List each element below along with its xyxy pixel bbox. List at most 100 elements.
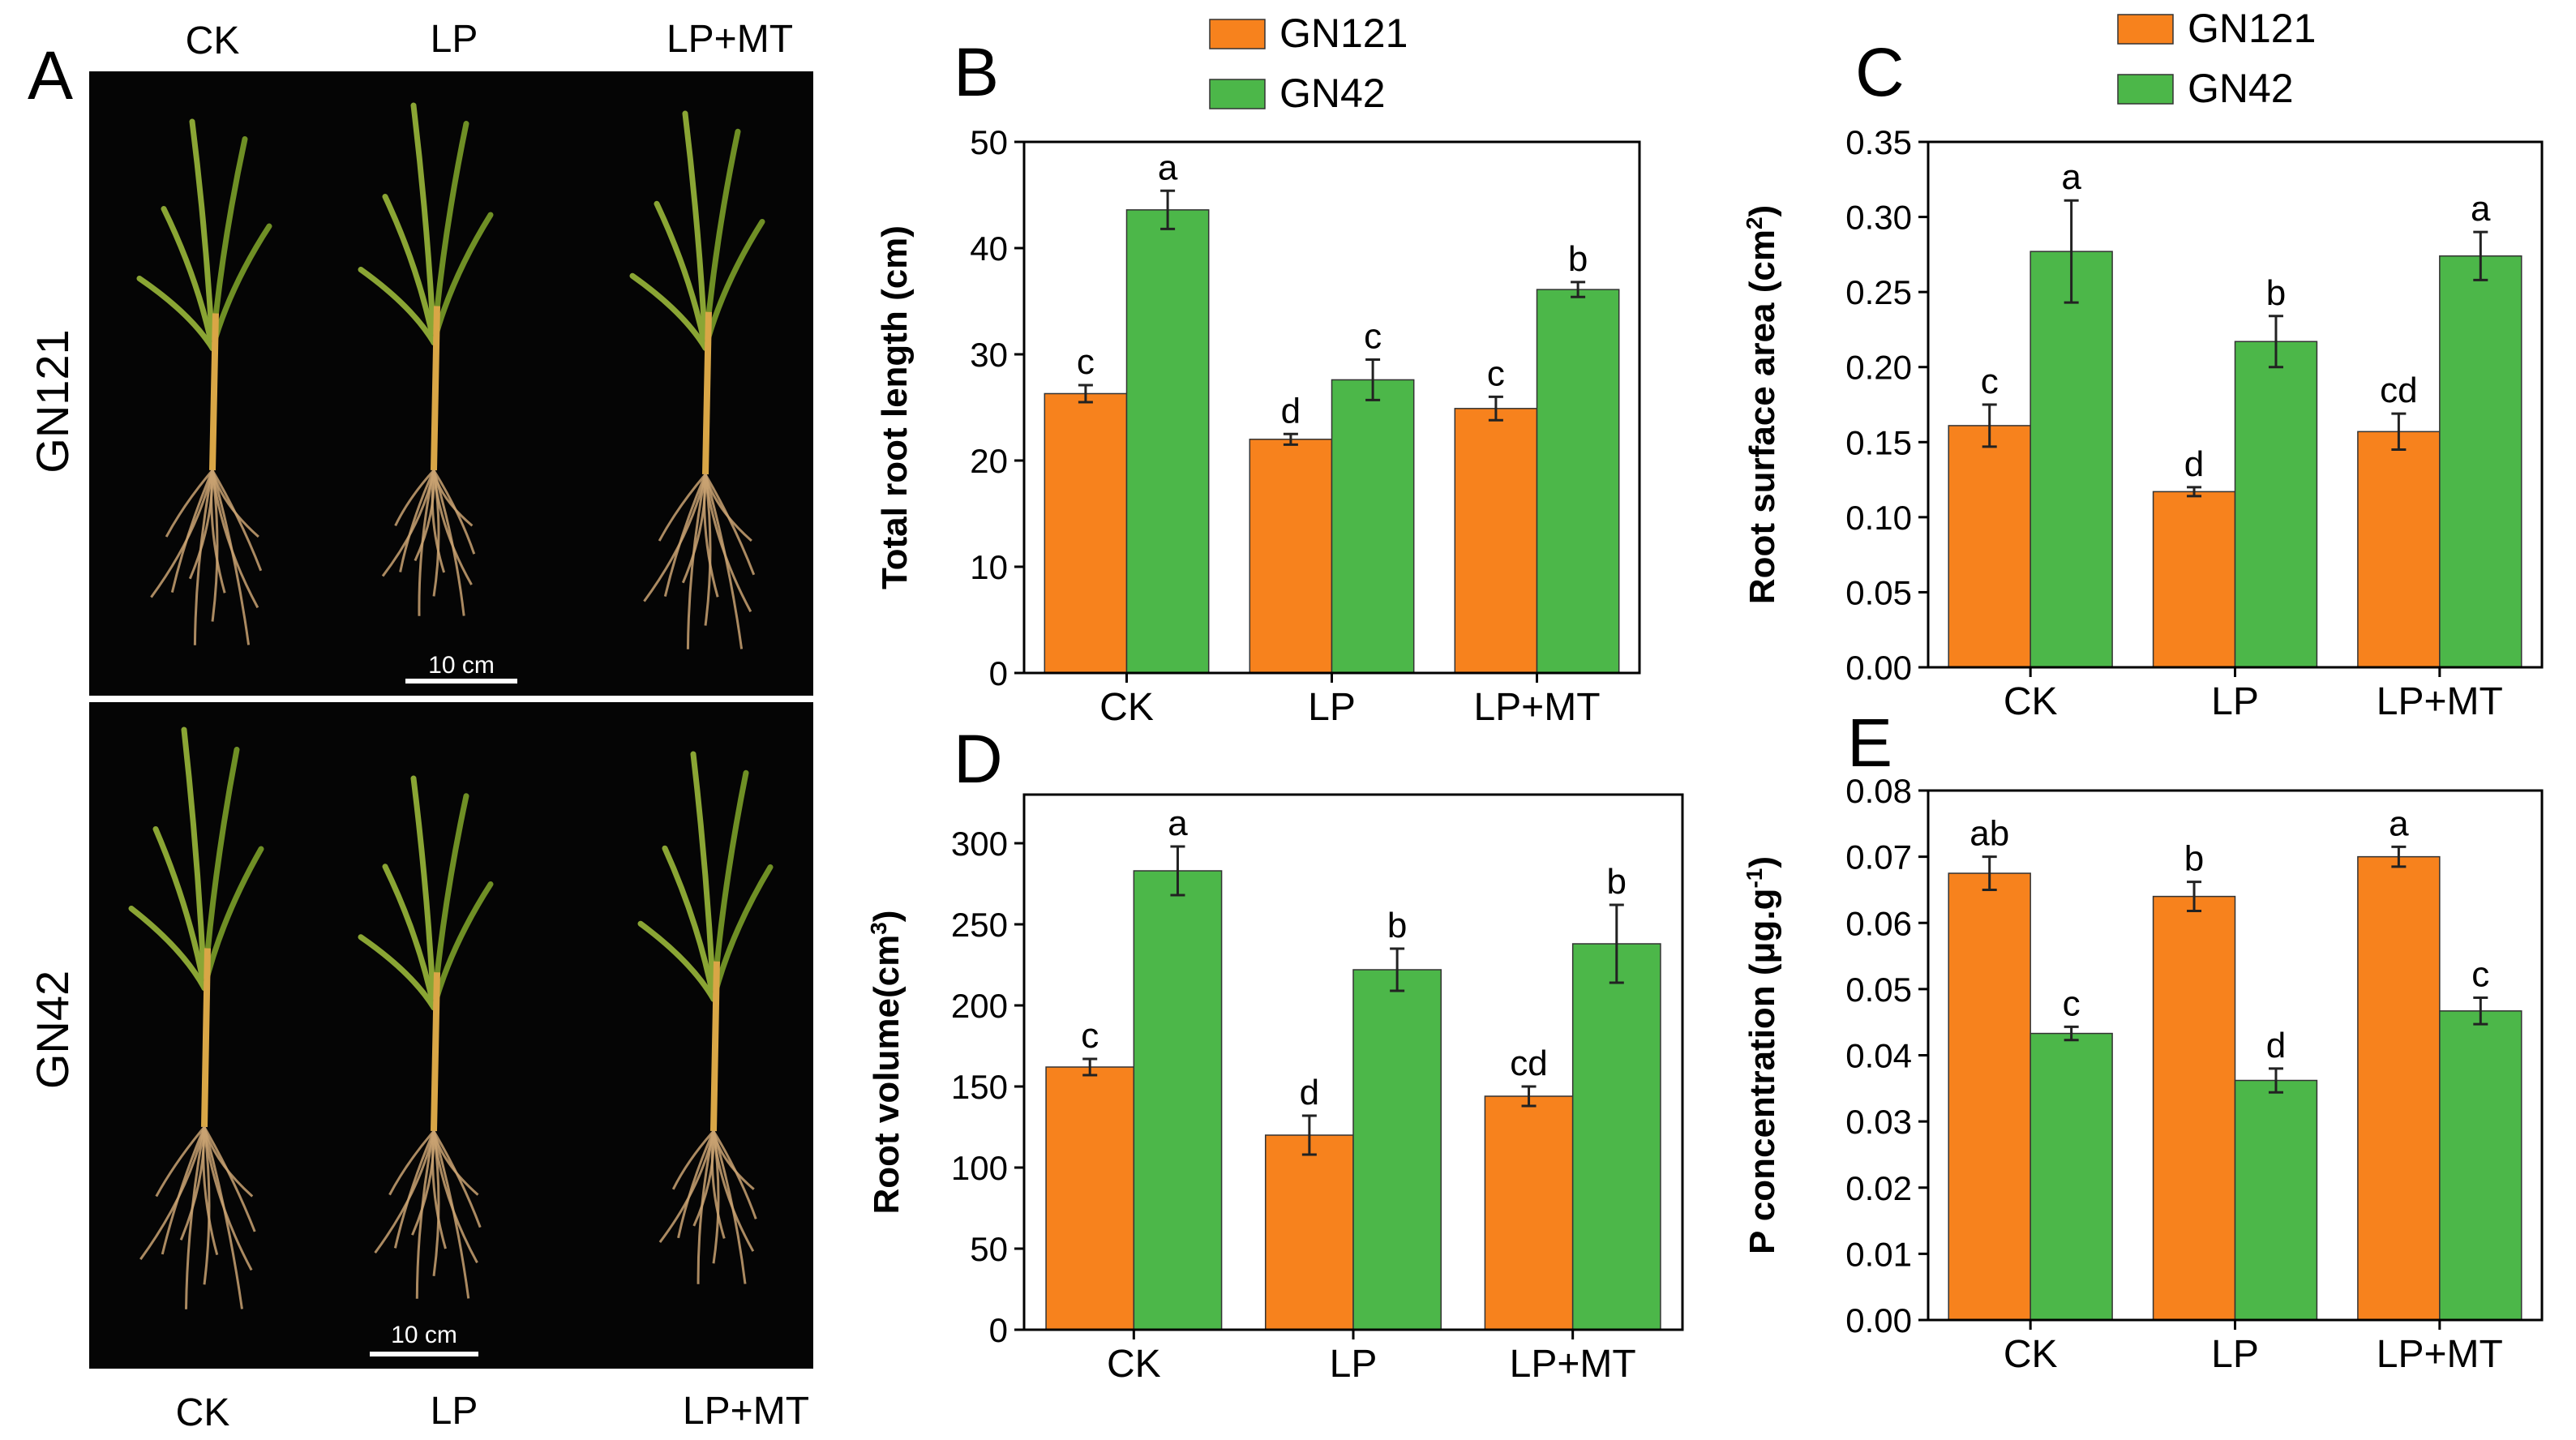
y-axis-label-part: ) — [1742, 205, 1782, 217]
y-axis-label-part: Root volume(cm — [867, 935, 907, 1215]
y-tick-label: 0.10 — [1845, 499, 1912, 537]
y-tick-label: 0.04 — [1845, 1037, 1912, 1075]
y-tick-label: 0.25 — [1845, 273, 1912, 311]
seedling-5 — [358, 775, 494, 1299]
leaf — [682, 110, 709, 351]
seedling-1 — [136, 118, 272, 645]
leaf — [358, 267, 437, 345]
x-category-label: LP+MT — [2377, 680, 2503, 723]
panel-letter: C — [1855, 34, 1905, 110]
y-tick-label: 0.30 — [1845, 199, 1912, 237]
seedlings-gn121 — [136, 102, 765, 649]
leaf — [410, 102, 437, 345]
bar-gn121-lp — [2152, 491, 2236, 668]
root — [712, 1130, 755, 1252]
seedling-4 — [128, 726, 264, 1309]
root — [161, 1126, 206, 1255]
y-tick-label: 0.06 — [1845, 904, 1912, 942]
significance-letter: b — [1568, 239, 1588, 279]
root — [203, 1126, 256, 1232]
root — [185, 1126, 206, 1309]
bar-gn121-ck — [1045, 1066, 1135, 1331]
y-tick-label: 10 — [970, 548, 1008, 586]
stem — [431, 972, 440, 1132]
bar-gn121-lp — [1264, 1134, 1354, 1331]
root — [704, 474, 752, 542]
root — [671, 1130, 715, 1190]
bar-gn42-lp-mt — [1536, 289, 1620, 674]
x-category-label: LP+MT — [2377, 1333, 2503, 1376]
significance-letter: a — [1168, 804, 1188, 843]
root — [399, 469, 435, 572]
significance-letter: cd — [2380, 371, 2417, 410]
y-tick-label: 0.20 — [1845, 349, 1912, 387]
bar-gn121-lp-mt — [1454, 408, 1538, 674]
bar-gn42-lp-mt — [1571, 943, 1661, 1331]
leaf — [181, 726, 208, 991]
leaf — [637, 920, 717, 1002]
significance-letter: d — [1281, 391, 1301, 431]
stem — [431, 306, 440, 471]
top-label-lp: LP — [431, 18, 478, 61]
root — [431, 1130, 447, 1249]
significance-letter: c — [2471, 954, 2489, 994]
x-category-label: LP — [1308, 686, 1356, 729]
seedlings-gn42 — [128, 726, 774, 1309]
root — [432, 469, 473, 585]
y-axis-label-part: -1 — [1742, 868, 1767, 889]
y-tick-label: 30 — [970, 336, 1008, 374]
legend-label-gn121: GN121 — [1279, 11, 1408, 56]
y-axis-label: Root surface area (cm2) — [1742, 205, 1783, 604]
y-axis-label-part: ) — [1742, 856, 1782, 868]
root — [432, 469, 474, 527]
x-category-label: LP — [2211, 680, 2259, 723]
root — [388, 1130, 435, 1196]
legend-label-gn121: GN121 — [2188, 6, 2316, 51]
row-label-gn42: GN42 — [27, 971, 78, 1089]
scale-bar-bottom-label: 10 cm — [391, 1322, 457, 1348]
significance-letter: c — [1077, 342, 1095, 382]
y-axis-label-part: Total root length (cm) — [875, 225, 915, 589]
stem — [702, 311, 712, 475]
y-tick-label: 50 — [970, 123, 1008, 161]
root — [203, 1126, 253, 1271]
y-tick-label: 250 — [951, 906, 1008, 944]
root — [704, 474, 752, 613]
significance-letter: a — [2471, 189, 2491, 229]
y-tick-label: 0 — [989, 654, 1008, 692]
significance-letter: ab — [1970, 814, 2009, 854]
seedling-3 — [629, 110, 765, 649]
y-axis-label-part: Root surface area (cm — [1742, 229, 1782, 604]
y-tick-label: 0.00 — [1845, 1301, 1912, 1339]
root — [210, 469, 226, 594]
root — [203, 1126, 254, 1198]
chart-b: Bc d c a c b 0 10 20 30 40 50 CK LP LP+MT Total root le… — [875, 11, 1641, 729]
panel-a-letter: A — [28, 37, 73, 114]
root — [202, 1126, 219, 1256]
legend-label-gn42: GN42 — [2188, 66, 2294, 111]
leaf — [189, 118, 216, 351]
root — [203, 1126, 243, 1309]
significance-letter: d — [1300, 1073, 1319, 1112]
x-category-label: LP+MT — [1510, 1343, 1636, 1386]
bar-gn42-lp — [1331, 379, 1415, 674]
bar-gn42-lp-mt — [2439, 1010, 2522, 1321]
bar-gn121-lp — [1249, 439, 1333, 674]
x-category-label: LP+MT — [1473, 686, 1600, 729]
y-tick-label: 0 — [989, 1311, 1008, 1349]
scale-bar-top-label: 10 cm — [428, 652, 495, 679]
significance-letter: b — [1607, 862, 1627, 902]
y-tick-label: 0.05 — [1845, 971, 1912, 1009]
y-axis-label: Total root length (cm) — [875, 225, 915, 589]
y-tick-label: 150 — [951, 1068, 1008, 1106]
bar-gn121-lp — [2152, 895, 2236, 1321]
y-tick-label: 100 — [951, 1149, 1008, 1187]
bar-gn121-ck — [1044, 392, 1128, 674]
significance-letter: d — [2266, 1026, 2286, 1065]
y-tick-label: 0.00 — [1845, 649, 1912, 687]
leaf — [358, 934, 437, 1011]
root — [703, 474, 719, 598]
